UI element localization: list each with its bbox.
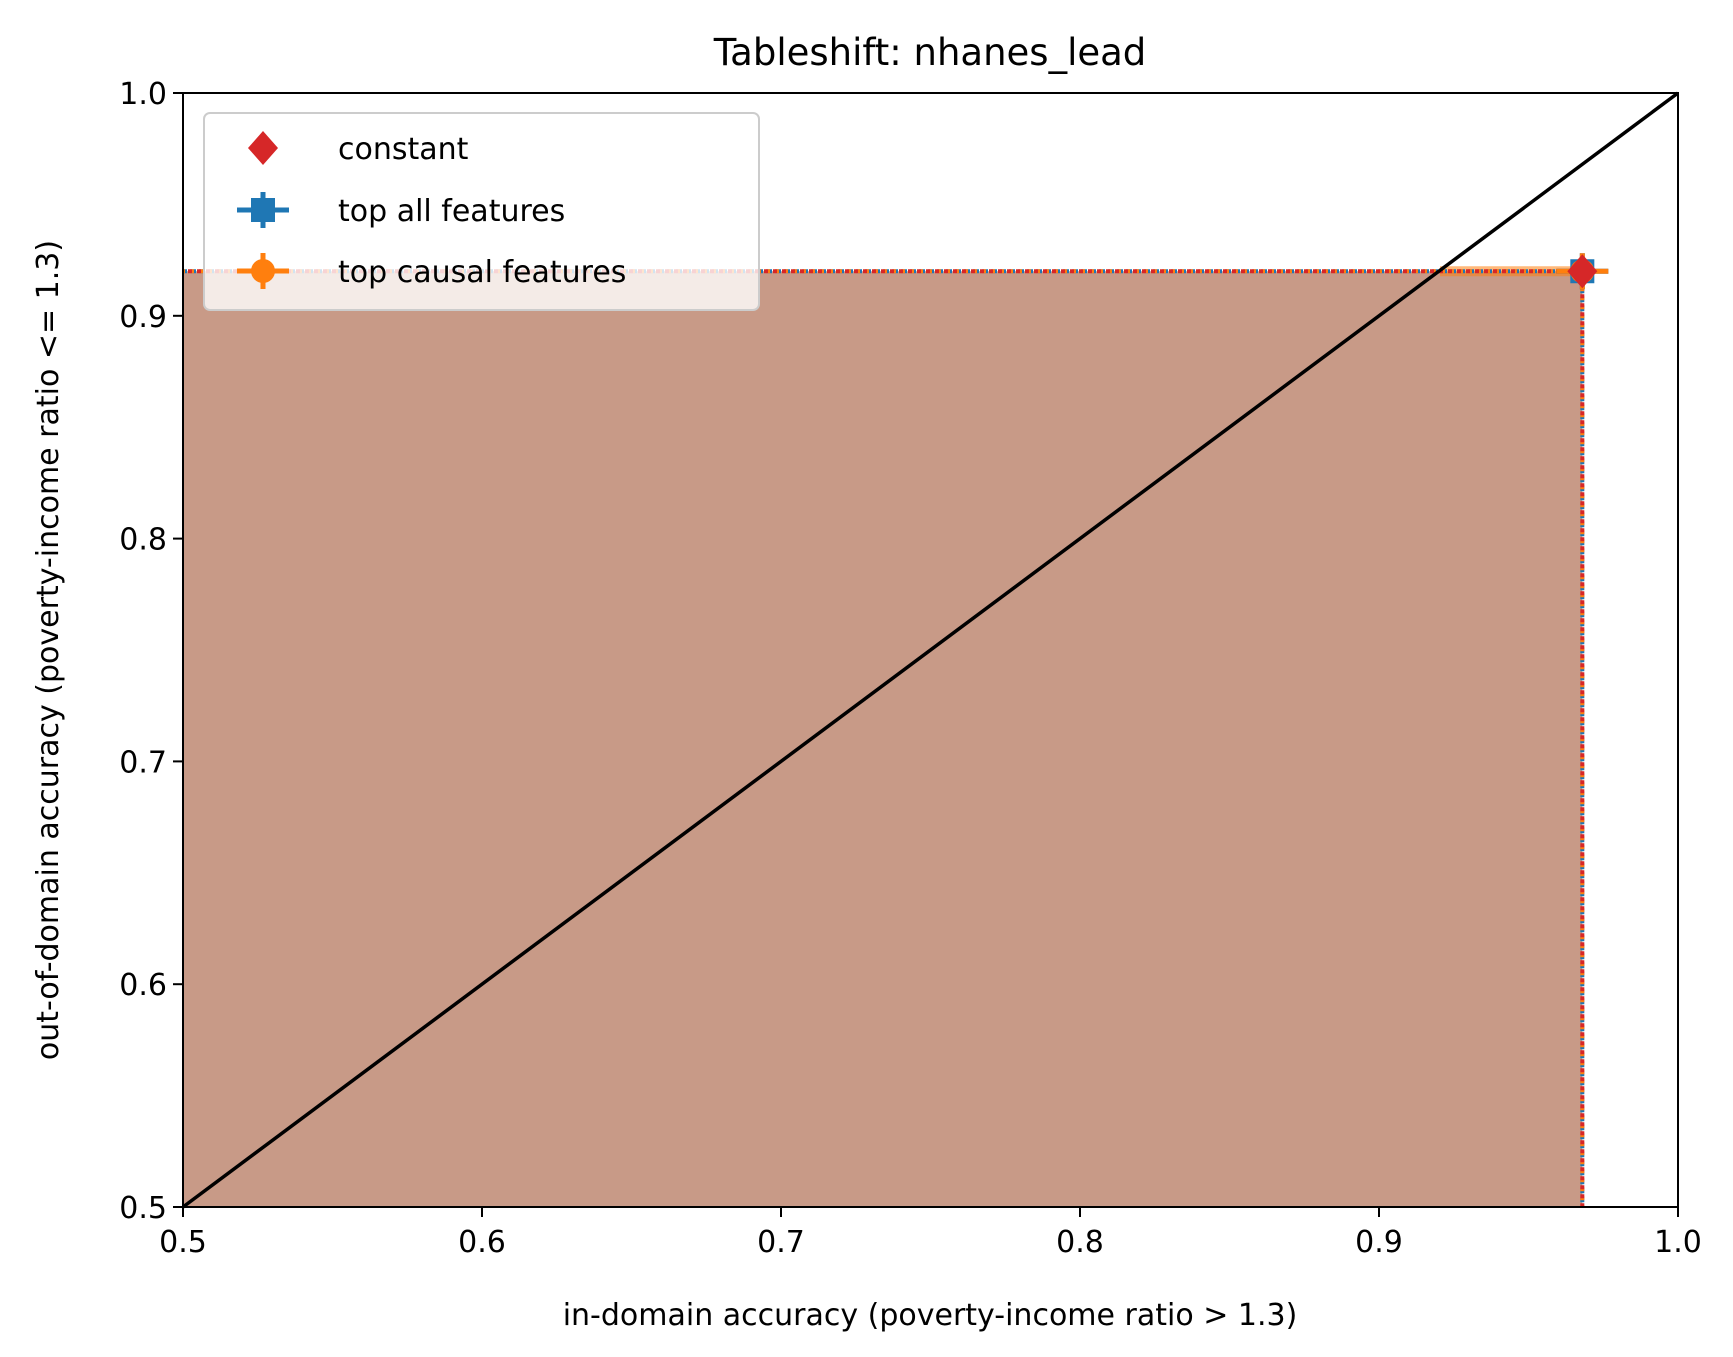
- y-tick-label: 0.9: [119, 300, 167, 335]
- x-tick-label: 0.8: [1056, 1225, 1104, 1260]
- x-tick-label: 0.5: [159, 1225, 207, 1260]
- legend-marker-constant: [248, 131, 278, 165]
- legend-marker-top-causal-features-shape: [251, 259, 275, 283]
- plot-area: [181, 91, 1680, 1209]
- y-tick-label: 1.0: [119, 77, 167, 112]
- y-axis-ticks: 0.5 0.6 0.7 0.8 0.9 1.0: [119, 77, 183, 1226]
- x-axis-label: in-domain accuracy (poverty-income ratio…: [563, 1298, 1298, 1333]
- diagonal-line: [181, 91, 1680, 1209]
- data-point-constant: [1567, 254, 1598, 289]
- y-axis-label: out-of-domain accuracy (poverty-income r…: [31, 240, 66, 1060]
- legend-marker-top-causal-features: [237, 253, 289, 289]
- legend-marker-top-all-features-shape: [251, 198, 275, 222]
- x-tick-label: 0.7: [757, 1225, 805, 1260]
- x-tick-label: 0.9: [1355, 1225, 1403, 1260]
- x-tick-label: 0.6: [458, 1225, 506, 1260]
- y-tick-label: 0.8: [119, 523, 167, 558]
- legend-box: [203, 112, 760, 311]
- y-tick-label: 0.6: [119, 968, 167, 1003]
- legend-label: top causal features: [338, 255, 626, 290]
- legend-marker-top-all-features: [237, 192, 289, 228]
- data-point-constant-shape: [1567, 254, 1598, 289]
- y-tick-label: 0.7: [119, 745, 167, 780]
- plot-frame: [182, 92, 1679, 1208]
- x-axis-ticks: 0.5 0.6 0.7 0.8 0.9 1.0: [159, 1207, 1702, 1260]
- legend: constant top all features top causal featu…: [203, 112, 760, 311]
- chart-title: Tableshift: nhanes_lead: [713, 31, 1147, 74]
- y-tick-label: 0.5: [119, 1191, 167, 1226]
- x-tick-label: 1.0: [1654, 1225, 1702, 1260]
- legend-label: constant: [338, 132, 469, 167]
- legend-label: top all features: [338, 194, 565, 229]
- shaded-region: [183, 271, 1583, 1207]
- legend-marker-constant-shape: [248, 131, 278, 165]
